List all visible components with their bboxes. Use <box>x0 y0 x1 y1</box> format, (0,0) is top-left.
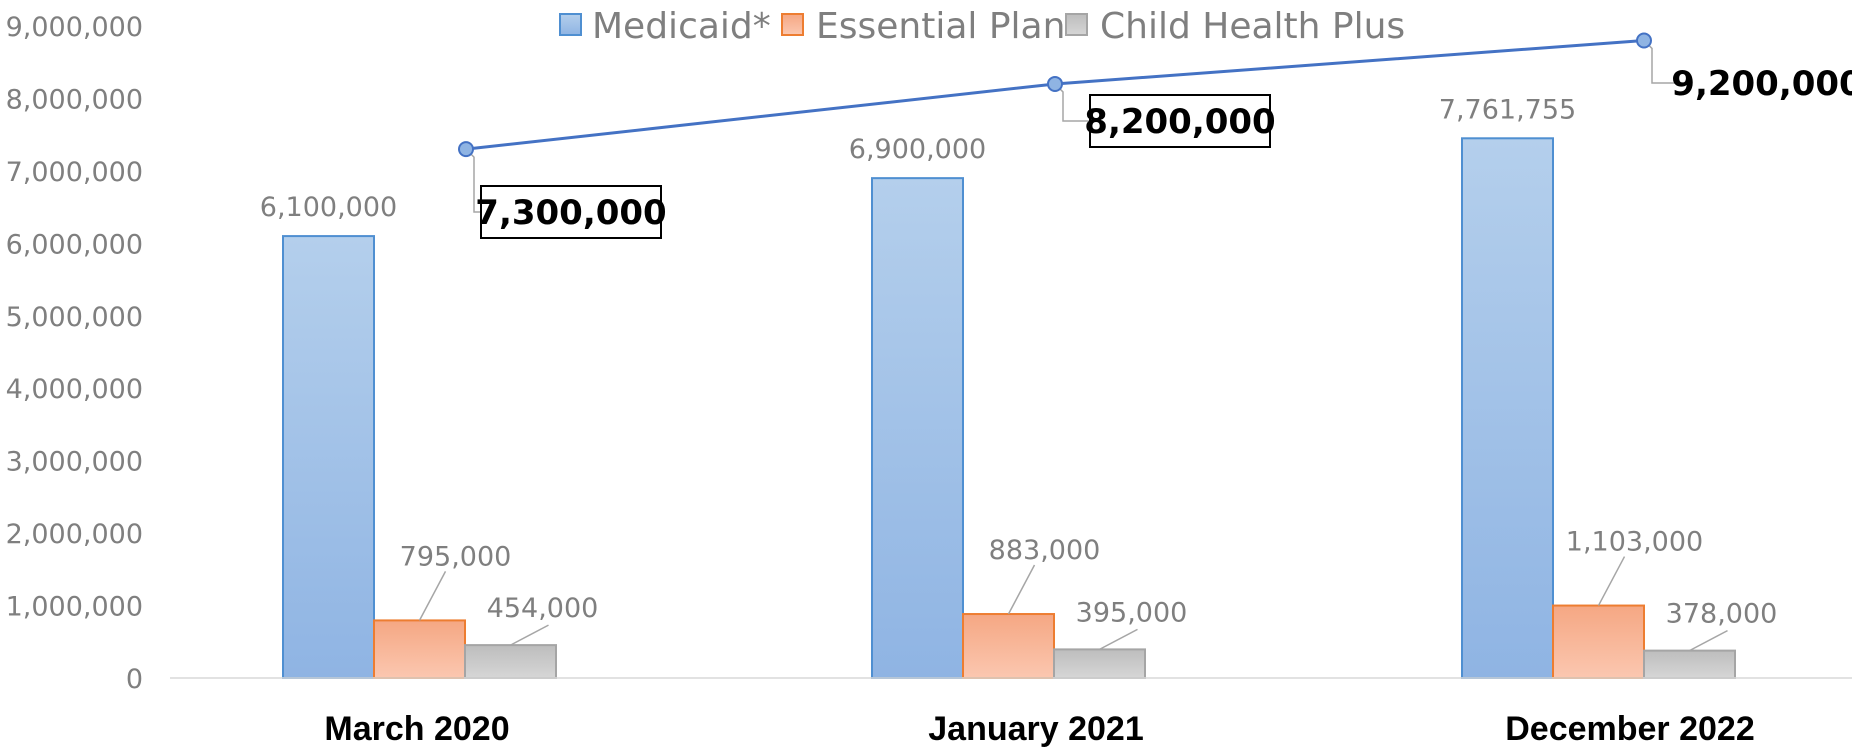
leader-2-0 <box>510 624 549 646</box>
bar-label-1-2: 1,103,000 <box>1566 527 1703 558</box>
x-axis: March 2020 January 2021 December 2022 <box>170 677 1852 748</box>
category-label-0: March 2020 <box>324 710 509 747</box>
bar-1-1 <box>962 613 1055 679</box>
bar-label-0-0: 6,100,000 <box>260 192 397 223</box>
bar-0-0 <box>282 235 375 679</box>
bar-2-1 <box>1053 648 1146 680</box>
total-point-0 <box>458 141 474 158</box>
bar-0-2 <box>1461 137 1554 680</box>
total-line: 7,300,000 8,200,000 9,200,000 <box>458 32 1852 239</box>
leader-lines <box>418 556 1728 652</box>
bar-label-0-2: 7,761,755 <box>1439 94 1576 125</box>
total-label-box-0 <box>480 185 662 239</box>
bar-label-2-2: 378,000 <box>1666 599 1778 630</box>
legend-swatch-1 <box>781 13 804 36</box>
bar-label-1-1: 883,000 <box>989 535 1101 566</box>
legend-swatch-0 <box>559 13 582 36</box>
category-label-1: January 2021 <box>928 710 1144 747</box>
category-label-2: December 2022 <box>1505 710 1755 747</box>
bar-labels: 6,100,000 795,000 454,000 6,900,000 883,000 3… <box>260 94 1778 629</box>
bar-label-2-0: 454,000 <box>487 593 599 624</box>
bar-1-2 <box>1552 604 1645 679</box>
bars <box>282 137 1736 680</box>
total-point-2 <box>1636 32 1652 49</box>
bar-label-1-0: 795,000 <box>400 541 512 572</box>
y-tick-label: 2,000,000 <box>6 519 143 550</box>
y-tick-label: 0 <box>126 664 143 695</box>
y-tick-label: 1,000,000 <box>6 592 143 623</box>
leader-1-2 <box>1597 556 1626 606</box>
bar-label-0-1: 6,900,000 <box>849 134 986 165</box>
bar-1-0 <box>373 619 466 680</box>
y-tick-label: 8,000,000 <box>6 84 143 115</box>
leader-1-1 <box>1007 564 1036 615</box>
legend-label-2: Child Health Plus <box>1100 6 1405 47</box>
y-tick-label: 7,000,000 <box>6 157 143 188</box>
y-tick-label: 6,000,000 <box>6 229 143 260</box>
y-tick-label: 4,000,000 <box>6 374 143 405</box>
leader-2-2 <box>1689 629 1728 652</box>
y-tick-label: 3,000,000 <box>6 447 143 478</box>
y-axis: 0 1,000,000 2,000,000 3,000,000 4,000,000 5,0… <box>6 12 143 695</box>
total-label-1: 8,200,000 <box>1084 102 1275 142</box>
legend-label-1: Essential Plan <box>816 6 1065 47</box>
total-label-2: 9,200,000 <box>1671 64 1852 104</box>
leader-1-0 <box>418 571 447 621</box>
bar-label-2-1: 395,000 <box>1076 597 1188 628</box>
legend-swatch-2 <box>1065 13 1088 36</box>
bar-2-2 <box>1643 649 1736 680</box>
total-label-0: 7,300,000 <box>475 193 666 233</box>
y-tick-label: 9,000,000 <box>6 12 143 43</box>
total-point-1 <box>1047 75 1063 92</box>
y-tick-label: 5,000,000 <box>6 302 143 333</box>
bar-2-0 <box>464 644 557 680</box>
legend-label-0: Medicaid* <box>592 6 771 47</box>
bar-0-1 <box>871 177 964 679</box>
leader-2-1 <box>1099 628 1138 651</box>
total-label-box-1 <box>1089 94 1271 148</box>
legend: Medicaid* Essential Plan Child Health Plus <box>559 6 1405 47</box>
